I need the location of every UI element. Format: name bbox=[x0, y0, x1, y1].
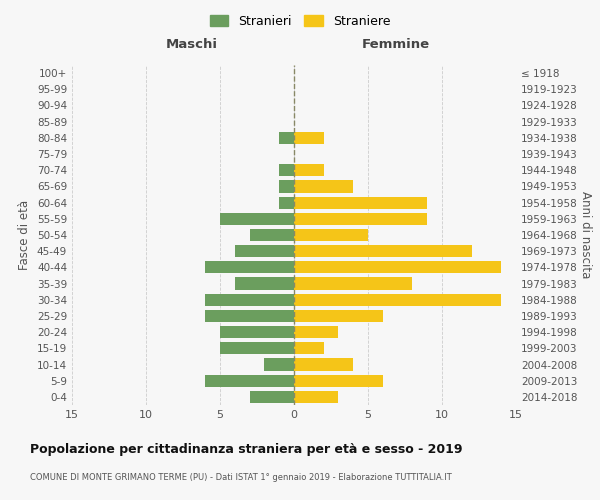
Bar bbox=[220, 212, 294, 225]
Bar bbox=[235, 278, 294, 289]
Bar bbox=[294, 212, 427, 225]
Bar bbox=[205, 294, 294, 306]
Bar bbox=[279, 180, 294, 192]
Bar bbox=[294, 342, 323, 354]
Bar bbox=[294, 229, 368, 241]
Bar bbox=[205, 374, 294, 387]
Bar bbox=[279, 164, 294, 176]
Bar bbox=[250, 391, 294, 403]
Bar bbox=[205, 310, 294, 322]
Bar bbox=[294, 310, 383, 322]
Bar bbox=[294, 391, 338, 403]
Bar bbox=[235, 245, 294, 258]
Bar bbox=[294, 196, 427, 208]
Y-axis label: Anni di nascita: Anni di nascita bbox=[578, 192, 592, 278]
Y-axis label: Fasce di età: Fasce di età bbox=[19, 200, 31, 270]
Bar bbox=[294, 294, 501, 306]
Text: Maschi: Maschi bbox=[166, 38, 218, 52]
Bar bbox=[279, 132, 294, 144]
Bar bbox=[294, 132, 323, 144]
Bar bbox=[250, 229, 294, 241]
Bar bbox=[294, 262, 501, 274]
Bar bbox=[220, 342, 294, 354]
Bar bbox=[294, 326, 338, 338]
Text: Femmine: Femmine bbox=[362, 38, 430, 52]
Bar bbox=[294, 180, 353, 192]
Text: COMUNE DI MONTE GRIMANO TERME (PU) - Dati ISTAT 1° gennaio 2019 - Elaborazione T: COMUNE DI MONTE GRIMANO TERME (PU) - Dat… bbox=[30, 472, 452, 482]
Bar bbox=[294, 278, 412, 289]
Bar bbox=[220, 326, 294, 338]
Legend: Stranieri, Straniere: Stranieri, Straniere bbox=[206, 11, 394, 32]
Bar bbox=[294, 164, 323, 176]
Bar bbox=[294, 358, 353, 370]
Text: Popolazione per cittadinanza straniera per età e sesso - 2019: Popolazione per cittadinanza straniera p… bbox=[30, 442, 463, 456]
Bar bbox=[279, 196, 294, 208]
Bar bbox=[294, 374, 383, 387]
Bar bbox=[265, 358, 294, 370]
Bar bbox=[294, 245, 472, 258]
Bar bbox=[205, 262, 294, 274]
